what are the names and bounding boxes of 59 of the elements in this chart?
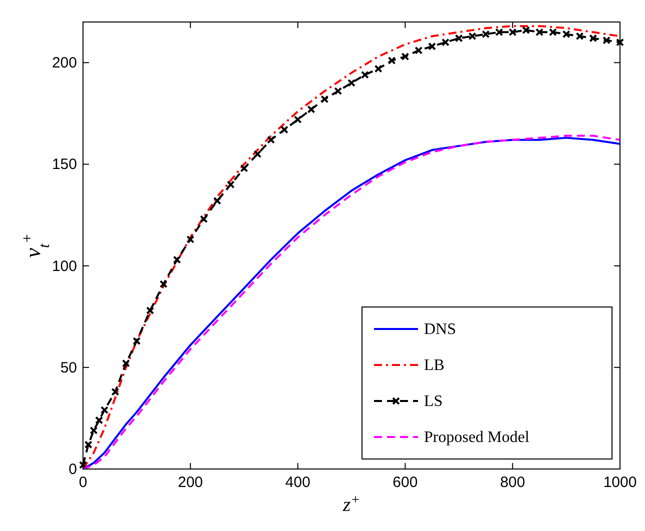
point	[589, 34, 598, 42]
x-tick-label: 200	[178, 474, 203, 491]
point	[348, 78, 356, 87]
point	[254, 150, 262, 158]
point	[482, 30, 490, 38]
point	[401, 52, 410, 61]
y-tick-label: 50	[60, 359, 77, 376]
point	[602, 36, 611, 44]
point	[160, 280, 168, 288]
x-tick-label: 1000	[603, 474, 637, 491]
point	[522, 26, 530, 34]
point	[454, 34, 463, 42]
point	[616, 38, 624, 46]
point	[172, 256, 181, 264]
point	[388, 56, 396, 65]
point	[111, 388, 120, 396]
legend-label: DNS	[424, 321, 456, 338]
x-tick-label: 0	[78, 474, 88, 491]
point	[428, 42, 436, 50]
y-tick-label: 150	[52, 156, 77, 174]
point	[320, 95, 329, 104]
point	[307, 105, 316, 114]
point	[95, 416, 104, 424]
point	[100, 406, 108, 414]
point	[213, 196, 222, 205]
point	[132, 336, 141, 345]
point	[334, 87, 342, 96]
y-tick-label: 100	[52, 258, 77, 275]
legend-label: LS	[424, 393, 443, 410]
point	[280, 126, 288, 134]
y-tick-label: 0	[68, 461, 77, 478]
legend-label: Proposed Model	[424, 429, 530, 446]
point	[360, 70, 369, 79]
point	[200, 215, 208, 224]
point	[294, 116, 302, 124]
point	[441, 38, 450, 46]
point	[240, 164, 248, 172]
x-tick-label: 600	[392, 474, 418, 491]
legend-label: LB	[424, 357, 444, 374]
x-tick-label: 800	[500, 474, 526, 491]
point	[468, 32, 476, 40]
point	[146, 306, 154, 315]
point	[562, 30, 570, 38]
point	[576, 32, 584, 40]
point	[495, 28, 504, 36]
point	[79, 460, 87, 469]
point	[84, 440, 92, 449]
point	[548, 28, 557, 36]
x-tick-label: 400	[285, 474, 310, 491]
point	[266, 136, 275, 144]
point	[122, 359, 130, 368]
x-axis-title: z$^{+}$	[342, 492, 360, 516]
point	[226, 180, 235, 189]
point	[535, 28, 544, 36]
point	[414, 46, 423, 54]
point	[374, 64, 382, 73]
point	[186, 235, 194, 244]
point	[90, 426, 98, 434]
y-tick-label: 200	[52, 54, 77, 72]
